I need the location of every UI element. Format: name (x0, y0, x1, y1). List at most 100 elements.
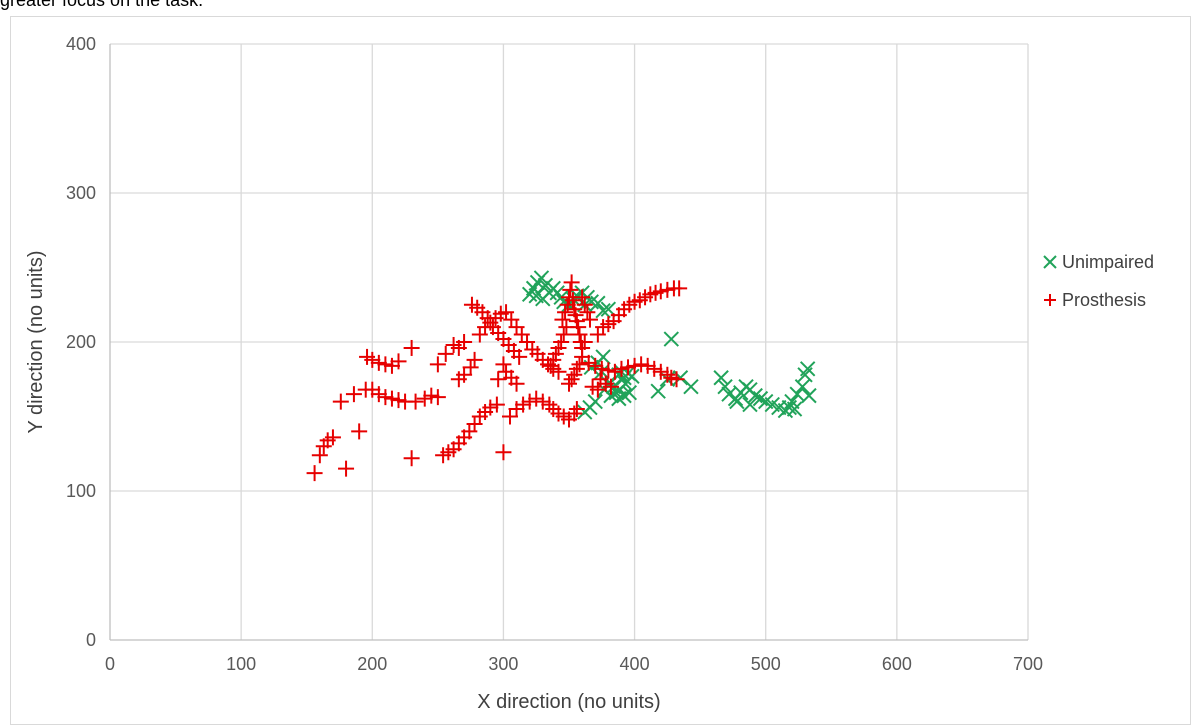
data-point (429, 356, 446, 373)
data-point (501, 408, 518, 425)
data-point (717, 378, 733, 395)
data-point (390, 392, 407, 409)
y-tick-label: 200 (66, 332, 96, 352)
y-axis-title: Y direction (no units) (25, 250, 47, 433)
data-point (652, 283, 669, 300)
data-point (554, 311, 571, 328)
data-point (600, 362, 617, 379)
data-point (306, 465, 323, 482)
data-point (561, 375, 577, 392)
x-tick-label: 500 (751, 654, 781, 674)
data-point (528, 288, 544, 304)
data-point (557, 304, 574, 321)
data-point (595, 303, 611, 319)
data-point (587, 357, 604, 374)
data-point (429, 389, 446, 406)
legend-label-unimpaired: Unimpaired (1062, 252, 1154, 272)
data-point (370, 354, 387, 371)
data-point (579, 304, 596, 321)
legend-marker-prosthesis (1044, 294, 1056, 306)
data-point (577, 404, 593, 420)
x-tick-label: 100 (226, 654, 256, 674)
data-point (390, 353, 407, 370)
series-prosthesis (306, 274, 688, 482)
data-point (595, 349, 611, 365)
legend-marker-unimpaired (1043, 255, 1057, 269)
data-point (462, 359, 479, 376)
data-point (495, 356, 512, 373)
data-point (581, 311, 598, 328)
data-point (620, 359, 637, 376)
data-point (574, 289, 591, 306)
data-point (613, 360, 630, 377)
data-point (563, 274, 580, 291)
data-point (416, 390, 433, 407)
data-point (479, 310, 496, 327)
data-point (534, 393, 551, 410)
data-point (652, 363, 669, 380)
data-point (403, 450, 420, 467)
y-tick-label: 400 (66, 34, 96, 54)
data-point (646, 360, 663, 377)
data-point (683, 378, 699, 395)
data-point (311, 447, 328, 464)
data-point (423, 387, 440, 404)
data-point (450, 339, 467, 356)
data-point (542, 357, 559, 374)
data-point (580, 354, 597, 371)
data-point (488, 396, 505, 413)
caption-fragment: greater focus on the task. (0, 0, 204, 10)
data-point (606, 363, 623, 380)
data-point (403, 339, 420, 356)
data-point (466, 351, 483, 368)
data-point (602, 378, 619, 395)
data-point (351, 423, 368, 440)
data-point (794, 378, 811, 395)
data-point (508, 375, 525, 392)
data-point (663, 331, 679, 347)
data-point (370, 386, 387, 403)
data-point (650, 383, 666, 399)
x-tick-label: 700 (1013, 654, 1043, 674)
axes: 0 100 200 300 400 500 600 700 0 100 200 300 400 (66, 34, 1043, 674)
data-point (568, 401, 585, 418)
data-point (437, 345, 454, 362)
data-point (338, 460, 355, 477)
data-point (515, 396, 532, 413)
data-point (584, 378, 601, 395)
data-point (659, 281, 676, 298)
data-point (659, 366, 676, 383)
data-point (364, 351, 381, 368)
x-axis-title: X direction (no units) (477, 691, 660, 713)
data-point (528, 390, 545, 407)
x-tick-label: 400 (620, 654, 650, 674)
data-point (555, 326, 572, 343)
data-point (482, 399, 499, 416)
data-point (511, 348, 528, 365)
data-point (564, 292, 581, 309)
x-tick-label: 600 (882, 654, 912, 674)
y-tick-label: 300 (66, 183, 96, 203)
data-point (345, 386, 362, 403)
data-point (576, 296, 593, 313)
data-point (576, 334, 593, 350)
data-point (332, 393, 349, 410)
data-point (490, 371, 507, 388)
data-point (633, 356, 650, 373)
y-tick-label: 100 (66, 481, 96, 501)
data-point (377, 356, 394, 373)
chart-frame (10, 16, 1191, 725)
data-point (742, 396, 758, 413)
data-point (324, 429, 341, 446)
x-tick-label: 300 (488, 654, 518, 674)
data-point (729, 393, 745, 410)
data-point (377, 389, 394, 406)
data-point (407, 393, 424, 410)
data-point (671, 280, 688, 297)
data-point (668, 371, 685, 388)
series-unimpaired (521, 270, 817, 420)
data-point (562, 281, 579, 298)
data-point (590, 295, 606, 311)
legend-label-prosthesis: Prosthesis (1062, 290, 1146, 310)
